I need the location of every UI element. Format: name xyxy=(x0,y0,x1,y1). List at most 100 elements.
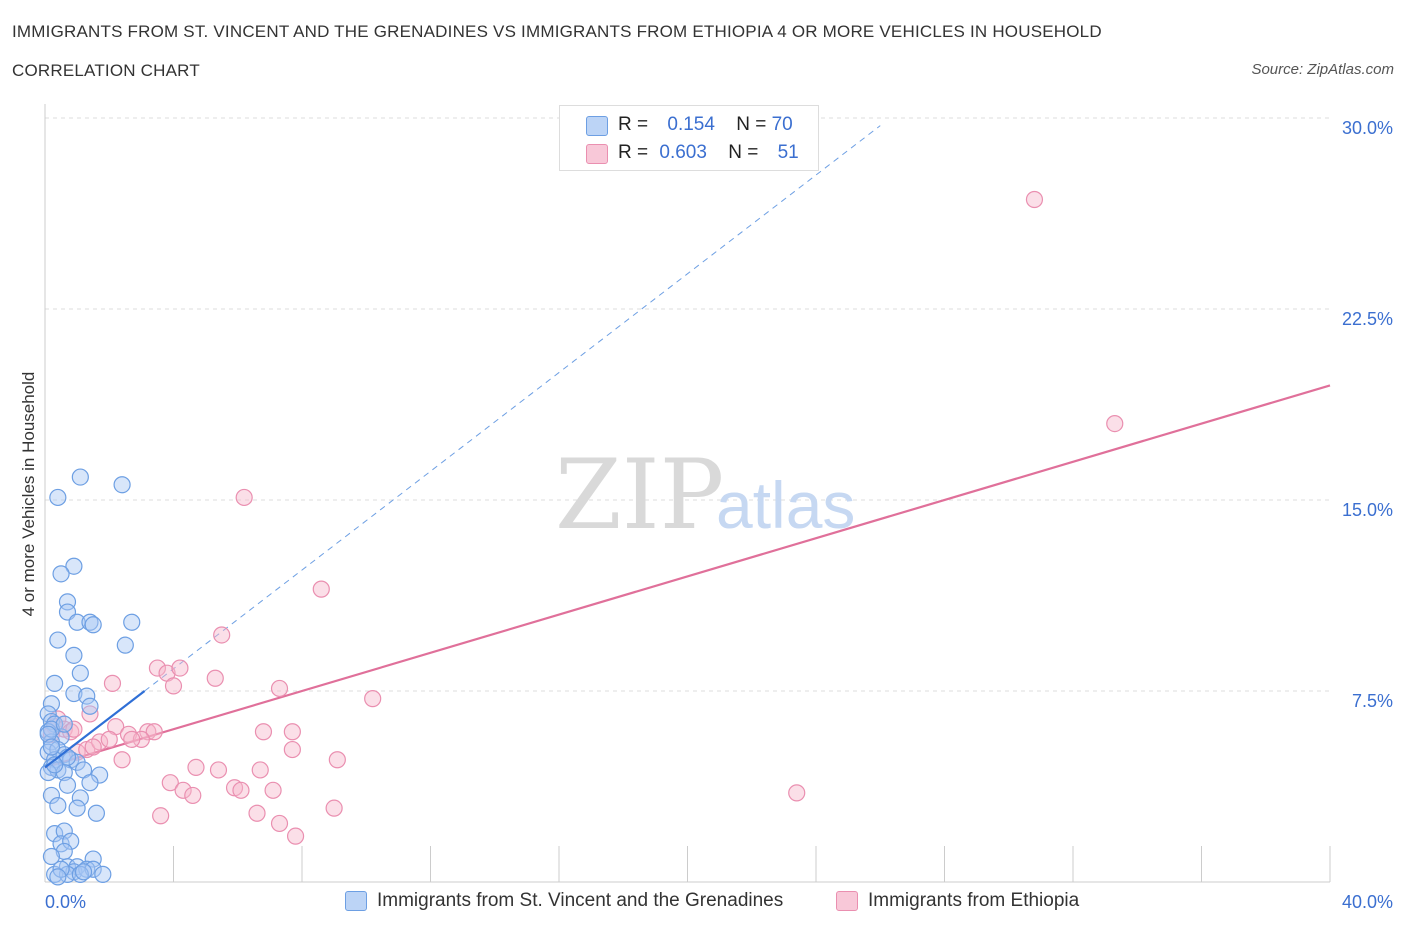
data-point-st-vincent xyxy=(42,695,61,713)
data-point-st-vincent xyxy=(84,616,102,634)
y-tick-label: 7.5% xyxy=(1352,691,1393,711)
data-point-st-vincent xyxy=(81,697,99,715)
trend-line-st-vincent-extension xyxy=(144,125,881,692)
data-point-ethiopia xyxy=(1106,415,1124,433)
data-point-ethiopia xyxy=(270,679,289,698)
data-point-ethiopia xyxy=(145,723,163,741)
data-point-ethiopia xyxy=(325,799,343,817)
data-point-st-vincent xyxy=(78,687,96,705)
bottom-legend-label-st-vincent: Immigrants from St. Vincent and the Gren… xyxy=(377,890,784,911)
data-point-ethiopia xyxy=(283,740,301,759)
data-point-st-vincent xyxy=(65,557,83,575)
legend-r-label: R = xyxy=(618,142,649,163)
legend-r-label: R = xyxy=(618,114,649,135)
watermark-zip: ZIP xyxy=(555,439,724,551)
data-point-ethiopia xyxy=(251,761,269,779)
grid-lines xyxy=(45,117,1330,692)
data-point-st-vincent xyxy=(42,786,61,805)
data-point-st-vincent xyxy=(42,847,61,866)
data-point-ethiopia xyxy=(174,781,192,799)
data-point-st-vincent xyxy=(49,868,67,886)
data-point-ethiopia xyxy=(283,723,301,741)
data-point-ethiopia xyxy=(209,761,228,779)
data-point-st-vincent xyxy=(49,488,67,507)
data-point-st-vincent xyxy=(71,664,89,682)
data-point-st-vincent xyxy=(123,613,141,631)
data-point-ethiopia xyxy=(187,758,205,777)
data-point-ethiopia xyxy=(1025,190,1044,209)
legend-swatch-pink xyxy=(586,144,608,164)
data-point-ethiopia xyxy=(248,804,266,822)
data-point-st-vincent xyxy=(81,774,99,792)
legend-r-value-1: 0.154 xyxy=(667,114,715,135)
data-point-st-vincent xyxy=(55,715,73,733)
x-tick-label-max: 40.0% xyxy=(1342,892,1393,912)
data-point-st-vincent xyxy=(49,796,67,815)
legend-r-value-2: 0.603 xyxy=(659,142,707,163)
data-point-ethiopia xyxy=(171,659,189,677)
data-point-ethiopia xyxy=(235,488,253,507)
data-point-st-vincent xyxy=(65,684,83,703)
data-point-ethiopia xyxy=(164,677,183,695)
data-point-ethiopia xyxy=(206,669,224,687)
data-point-st-vincent xyxy=(52,565,70,583)
data-point-st-vincent xyxy=(46,674,64,692)
data-point-st-vincent xyxy=(58,776,77,794)
legend-n-label: N = xyxy=(736,114,767,135)
data-point-st-vincent xyxy=(87,804,106,822)
data-point-ethiopia xyxy=(161,774,179,792)
data-point-ethiopia xyxy=(152,807,170,825)
data-point-st-vincent xyxy=(74,863,93,881)
data-point-ethiopia xyxy=(119,725,138,743)
bottom-legend-swatch-blue xyxy=(345,891,367,911)
trend-lines xyxy=(44,125,1331,769)
data-point-st-vincent xyxy=(42,720,61,738)
y-axis-label: 4 or more Vehicles in Household xyxy=(19,372,38,617)
data-point-ethiopia xyxy=(312,580,330,598)
data-point-ethiopia xyxy=(254,723,273,741)
data-point-ethiopia xyxy=(113,751,131,769)
series-st-vincent-points xyxy=(39,468,146,886)
data-point-ethiopia xyxy=(65,720,83,738)
data-point-st-vincent xyxy=(58,593,77,611)
data-point-st-vincent xyxy=(71,789,89,807)
data-point-ethiopia xyxy=(123,730,141,748)
data-point-ethiopia xyxy=(213,626,231,644)
data-point-ethiopia xyxy=(264,781,282,799)
data-point-ethiopia xyxy=(100,730,118,748)
data-point-st-vincent xyxy=(49,631,67,649)
tick-labels: 7.5% 15.0% 22.5% 30.0% 0.0% 40.0% xyxy=(45,118,1393,912)
data-point-st-vincent xyxy=(71,468,89,486)
data-point-st-vincent xyxy=(39,725,57,743)
legend-n-value-2: 51 xyxy=(777,142,799,163)
bottom-legend-swatch-pink xyxy=(836,891,858,911)
trend-line-st-vincent xyxy=(44,690,146,769)
data-point-ethiopia xyxy=(328,751,346,769)
axes xyxy=(44,104,1331,883)
trend-line-ethiopia xyxy=(44,384,1331,769)
data-point-ethiopia xyxy=(788,784,806,802)
data-point-st-vincent xyxy=(42,738,61,756)
chart-title: IMMIGRANTS FROM ST. VINCENT AND THE GREN… xyxy=(12,22,1102,41)
legend-n-value-1: 70 xyxy=(771,114,793,135)
data-point-ethiopia xyxy=(148,659,167,677)
data-point-ethiopia xyxy=(232,781,250,799)
stats-legend: R = 0.154 N = 70 R = 0.603 N = 51 xyxy=(559,105,819,171)
data-point-ethiopia xyxy=(286,827,305,845)
data-point-ethiopia xyxy=(103,674,122,692)
data-point-st-vincent xyxy=(71,865,89,883)
y-tick-label: 22.5% xyxy=(1342,309,1393,329)
y-tick-label: 15.0% xyxy=(1342,500,1393,520)
data-point-st-vincent xyxy=(65,646,83,664)
data-point-st-vincent xyxy=(84,860,102,878)
y-tick-label: 30.0% xyxy=(1342,118,1393,138)
data-point-st-vincent xyxy=(116,636,134,654)
data-point-ethiopia xyxy=(132,730,150,748)
data-point-st-vincent xyxy=(68,799,86,817)
bottom-legend-label-ethiopia: Immigrants from Ethiopia xyxy=(868,890,1080,911)
x-tick-label-min: 0.0% xyxy=(45,892,86,912)
data-point-st-vincent xyxy=(84,850,102,868)
data-point-st-vincent xyxy=(113,476,131,494)
data-point-ethiopia xyxy=(84,738,102,756)
